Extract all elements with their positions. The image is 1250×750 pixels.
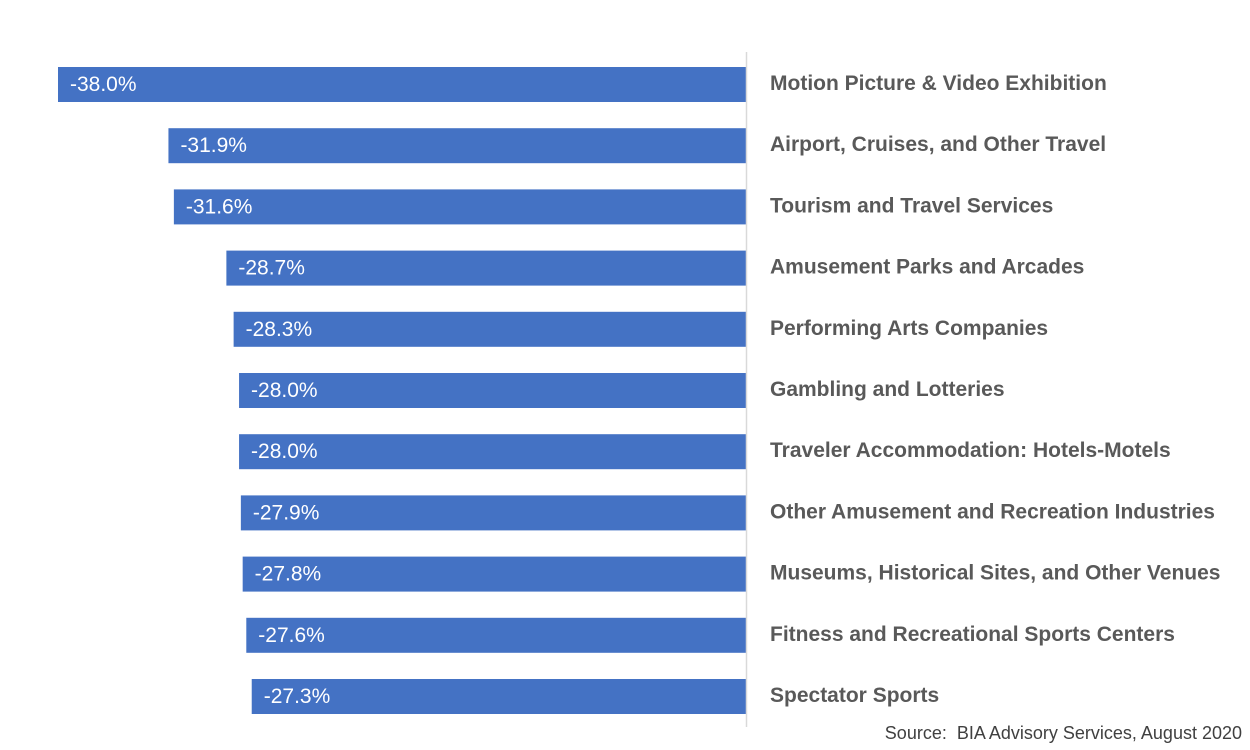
category-label: Amusement Parks and Arcades [770, 256, 1084, 279]
category-label: Museums, Historical Sites, and Other Ven… [770, 562, 1220, 585]
bar [239, 373, 747, 408]
category-label: Traveler Accommodation: Hotels-Motels [770, 439, 1171, 462]
bar [58, 67, 746, 102]
bar [242, 556, 746, 592]
bar [239, 434, 747, 470]
data-label: -31.6% [186, 195, 253, 218]
data-label: -28.0% [251, 379, 318, 402]
bar [173, 189, 747, 225]
data-label: -38.0% [70, 73, 137, 96]
data-label: -28.3% [246, 318, 313, 341]
bar [168, 128, 746, 164]
bar [246, 617, 746, 653]
data-label: -28.7% [238, 257, 305, 280]
data-label: -27.3% [264, 685, 331, 708]
data-label: -27.6% [258, 624, 325, 647]
data-label: -28.0% [251, 440, 318, 463]
category-label: Motion Picture & Video Exhibition [770, 72, 1107, 95]
data-label: -27.9% [253, 501, 320, 524]
category-label: Other Amusement and Recreation Industrie… [770, 500, 1215, 523]
category-label: Spectator Sports [770, 684, 939, 707]
category-label: Fitness and Recreational Sports Centers [770, 623, 1175, 646]
bar [233, 311, 747, 347]
category-label: Tourism and Travel Services [770, 194, 1053, 217]
bar [251, 679, 746, 714]
data-label: -31.9% [180, 134, 247, 157]
category-label: Gambling and Lotteries [770, 378, 1005, 401]
data-label: -27.8% [255, 563, 322, 586]
bar [226, 250, 746, 286]
category-label: Airport, Cruises, and Other Travel [770, 133, 1106, 156]
category-label: Performing Arts Companies [770, 317, 1048, 340]
source-note: Source: BIA Advisory Services, August 20… [884, 723, 1242, 743]
bar [240, 495, 746, 531]
